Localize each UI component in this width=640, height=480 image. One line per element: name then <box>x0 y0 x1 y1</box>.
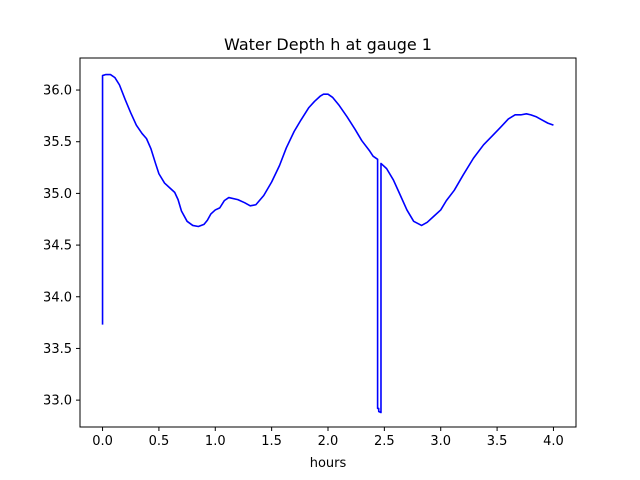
x-tick-label: 2.0 <box>318 434 339 449</box>
x-axis-label: hours <box>310 456 347 471</box>
x-tick-label: 2.5 <box>374 434 395 449</box>
y-tick-label: 35.0 <box>43 187 72 202</box>
x-tick-label: 0.5 <box>149 434 170 449</box>
x-tick-label: 3.0 <box>430 434 451 449</box>
x-tick-label: 1.5 <box>261 434 282 449</box>
chart-title: Water Depth h at gauge 1 <box>224 35 432 54</box>
y-tick-label: 33.5 <box>43 342 72 357</box>
x-tick-label: 3.5 <box>487 434 508 449</box>
y-tick-label: 34.5 <box>43 239 72 254</box>
plot-area-frame <box>79 57 577 428</box>
y-tick-label: 34.0 <box>43 290 72 305</box>
y-tick-label: 36.0 <box>43 84 72 99</box>
y-tick-label: 33.0 <box>43 394 72 409</box>
y-axis: 33.0 33.5 34.0 34.5 35.0 35.5 36.0 <box>43 84 80 409</box>
x-axis: 0.0 0.5 1.0 1.5 2.0 2.5 3.0 3.5 4.0 <box>92 427 564 449</box>
x-tick-label: 0.0 <box>92 434 113 449</box>
x-tick-label: 4.0 <box>543 434 564 449</box>
series-line <box>101 73 554 414</box>
y-tick-label: 35.5 <box>43 135 72 150</box>
x-tick-label: 1.0 <box>205 434 226 449</box>
